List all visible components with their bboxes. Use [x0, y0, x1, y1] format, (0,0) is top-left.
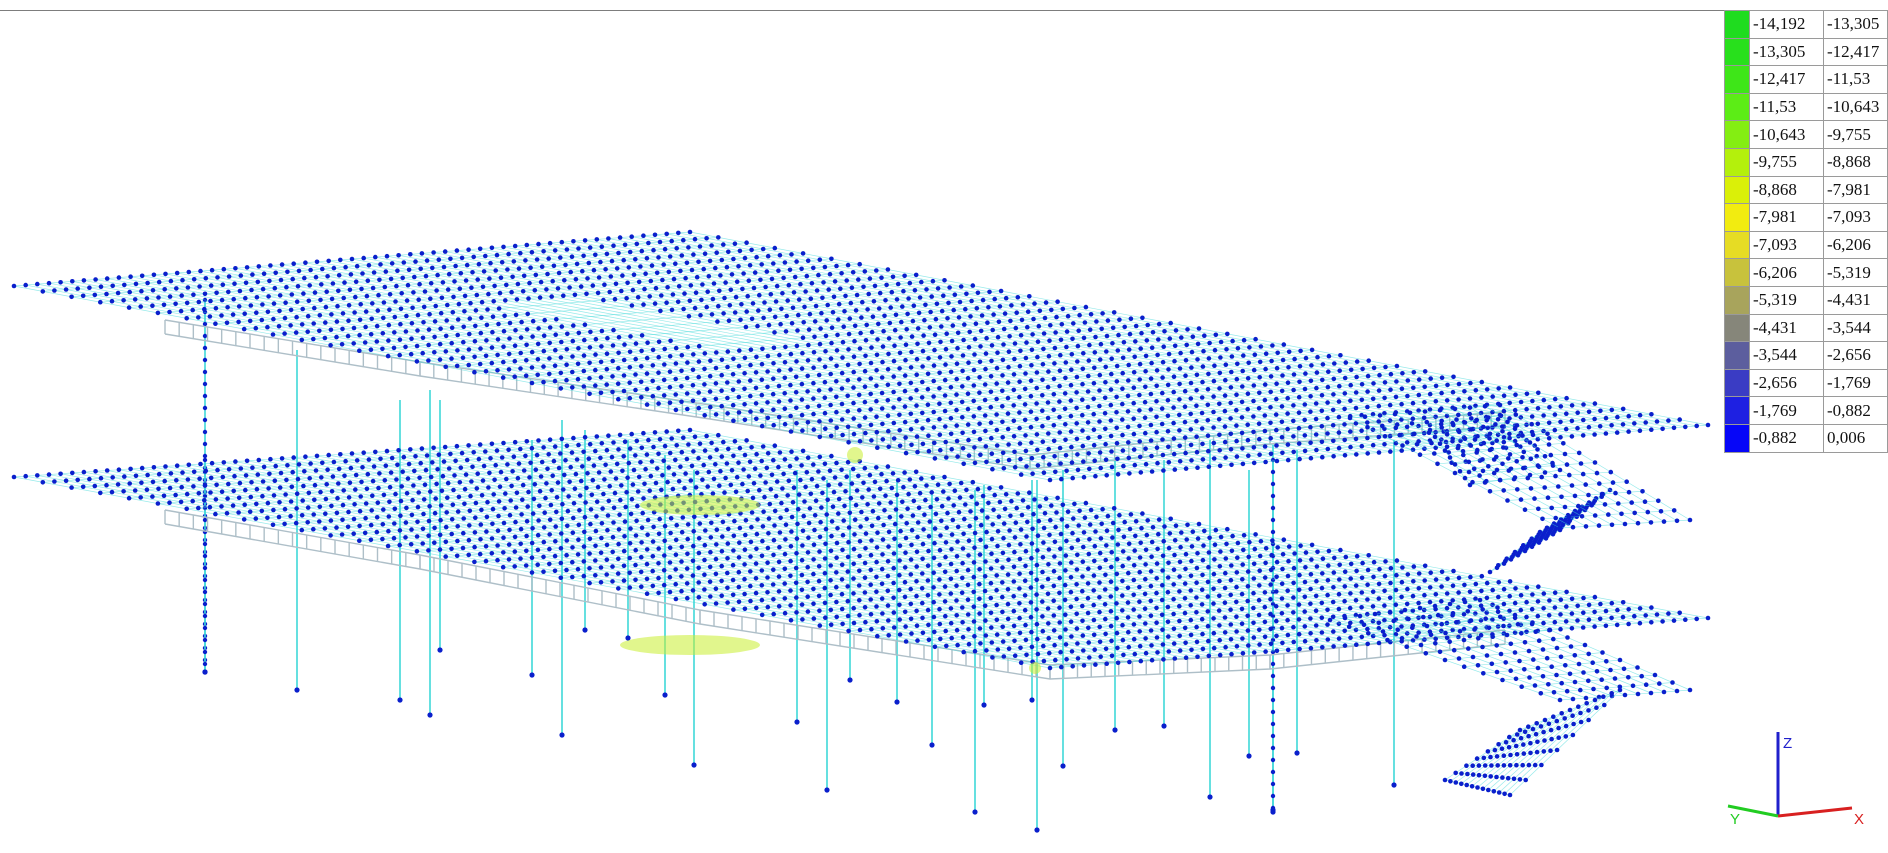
connector-ramp — [1427, 412, 1563, 488]
legend-row: -6,206 -5,319 — [1724, 258, 1888, 287]
column — [824, 480, 830, 793]
legend-swatch — [1724, 313, 1750, 343]
legend-swatch — [1724, 147, 1750, 177]
stress-hotspot — [620, 635, 760, 655]
axis-triad: Z X Y — [1727, 732, 1864, 828]
legend-range-from: -6,206 — [1749, 258, 1824, 287]
legend-row: -7,093 -6,206 — [1724, 230, 1888, 260]
slab-meshes — [11, 229, 1711, 798]
legend-swatch — [1724, 230, 1750, 260]
legend-row: -10,643 -9,755 — [1724, 120, 1888, 149]
legend-swatch — [1724, 341, 1750, 370]
legend-swatch — [1724, 423, 1750, 453]
legend-range-from: -13,305 — [1749, 37, 1824, 67]
legend-range-to: -7,981 — [1823, 175, 1888, 205]
column — [625, 440, 631, 641]
column — [437, 400, 443, 653]
x-axis-label: X — [1854, 811, 1864, 828]
columns — [202, 297, 1397, 833]
legend-range-to: -9,755 — [1823, 120, 1888, 149]
legend-swatch — [1724, 175, 1750, 205]
legend-swatch — [1724, 37, 1750, 67]
legend-range-to: -2,656 — [1823, 341, 1888, 370]
legend-range-to: -8,868 — [1823, 147, 1888, 177]
legend-range-from: -0,882 — [1749, 423, 1824, 453]
legend-range-to: -0,882 — [1823, 396, 1888, 425]
legend-range-to: -10,643 — [1823, 92, 1888, 122]
legend-swatch — [1724, 92, 1750, 122]
legend-swatch — [1724, 285, 1750, 315]
top-border — [0, 10, 1888, 11]
stress-hotspots — [620, 447, 1041, 674]
stress-hotspot — [640, 495, 760, 515]
upper-slab-main — [11, 229, 1711, 483]
z-axis-label: Z — [1783, 735, 1792, 752]
legend-range-to: 0,006 — [1823, 423, 1888, 453]
edge-beam — [164, 509, 1506, 680]
legend-row: -3,544 -2,656 — [1724, 341, 1888, 370]
legend-range-from: -10,643 — [1749, 120, 1824, 149]
legend-range-to: -11,53 — [1823, 65, 1888, 94]
legend-swatch — [1724, 65, 1750, 94]
legend-row: -7,981 -7,093 — [1724, 203, 1888, 232]
legend-row: -0,882 0,006 — [1724, 423, 1888, 453]
column — [427, 390, 433, 718]
legend-range-from: -12,417 — [1749, 65, 1824, 94]
legend-range-to: -7,093 — [1823, 203, 1888, 232]
legend-range-from: -2,656 — [1749, 368, 1824, 398]
column — [1161, 460, 1167, 729]
y-axis-line — [1727, 804, 1779, 818]
legend-row: -13,305 -12,417 — [1724, 37, 1888, 67]
legend-swatch — [1724, 203, 1750, 232]
legend-range-from: -9,755 — [1749, 147, 1824, 177]
legend-range-from: -1,769 — [1749, 396, 1824, 425]
lower-slab-wing — [1327, 597, 1693, 703]
legend-row: -1,769 -0,882 — [1724, 396, 1888, 425]
legend-row: -11,53 -10,643 — [1724, 92, 1888, 122]
legend-row: -8,868 -7,981 — [1724, 175, 1888, 205]
lower-slab-main — [11, 427, 1711, 671]
legend-row: -14,192 -13,305 — [1724, 10, 1888, 39]
legend-row: -5,319 -4,431 — [1724, 285, 1888, 315]
legend-range-to: -3,544 — [1823, 313, 1888, 343]
column — [691, 470, 697, 768]
legend-range-to: -1,769 — [1823, 368, 1888, 398]
column — [1112, 460, 1118, 733]
stress-hotspot — [847, 447, 863, 463]
stair-lower — [1442, 687, 1623, 798]
legend-range-from: -3,544 — [1749, 341, 1824, 370]
color-scale-legend: -14,192 -13,305 -13,305 -12,417 -12,417 -11,5… — [1724, 10, 1888, 453]
y-axis-label: Y — [1730, 811, 1740, 828]
legend-range-from: -7,981 — [1749, 203, 1824, 232]
column — [847, 470, 853, 683]
column — [1060, 470, 1066, 769]
legend-range-from: -7,093 — [1749, 230, 1824, 260]
legend-range-from: -5,319 — [1749, 285, 1824, 315]
column — [202, 457, 208, 675]
legend-row: -2,656 -1,769 — [1724, 368, 1888, 398]
legend-row: -12,417 -11,53 — [1724, 65, 1888, 94]
stress-hotspot — [1029, 662, 1041, 674]
legend-range-to: -6,206 — [1823, 230, 1888, 260]
legend-range-from: -14,192 — [1749, 10, 1824, 39]
legend-range-from: -11,53 — [1749, 92, 1824, 122]
legend-range-to: -12,417 — [1823, 37, 1888, 67]
legend-row: -9,755 -8,868 — [1724, 147, 1888, 177]
x-axis-line — [1777, 806, 1853, 818]
legend-range-from: -8,868 — [1749, 175, 1824, 205]
legend-swatch — [1724, 368, 1750, 398]
legend-swatch — [1724, 120, 1750, 149]
legend-swatch — [1724, 258, 1750, 287]
legend-range-from: -4,431 — [1749, 313, 1824, 343]
legend-range-to: -4,431 — [1823, 285, 1888, 315]
legend-range-to: -13,305 — [1823, 10, 1888, 39]
legend-range-to: -5,319 — [1823, 258, 1888, 287]
legend-swatch — [1724, 396, 1750, 425]
legend-swatch — [1724, 10, 1750, 39]
legend-row: -4,431 -3,544 — [1724, 313, 1888, 343]
column — [662, 455, 668, 698]
